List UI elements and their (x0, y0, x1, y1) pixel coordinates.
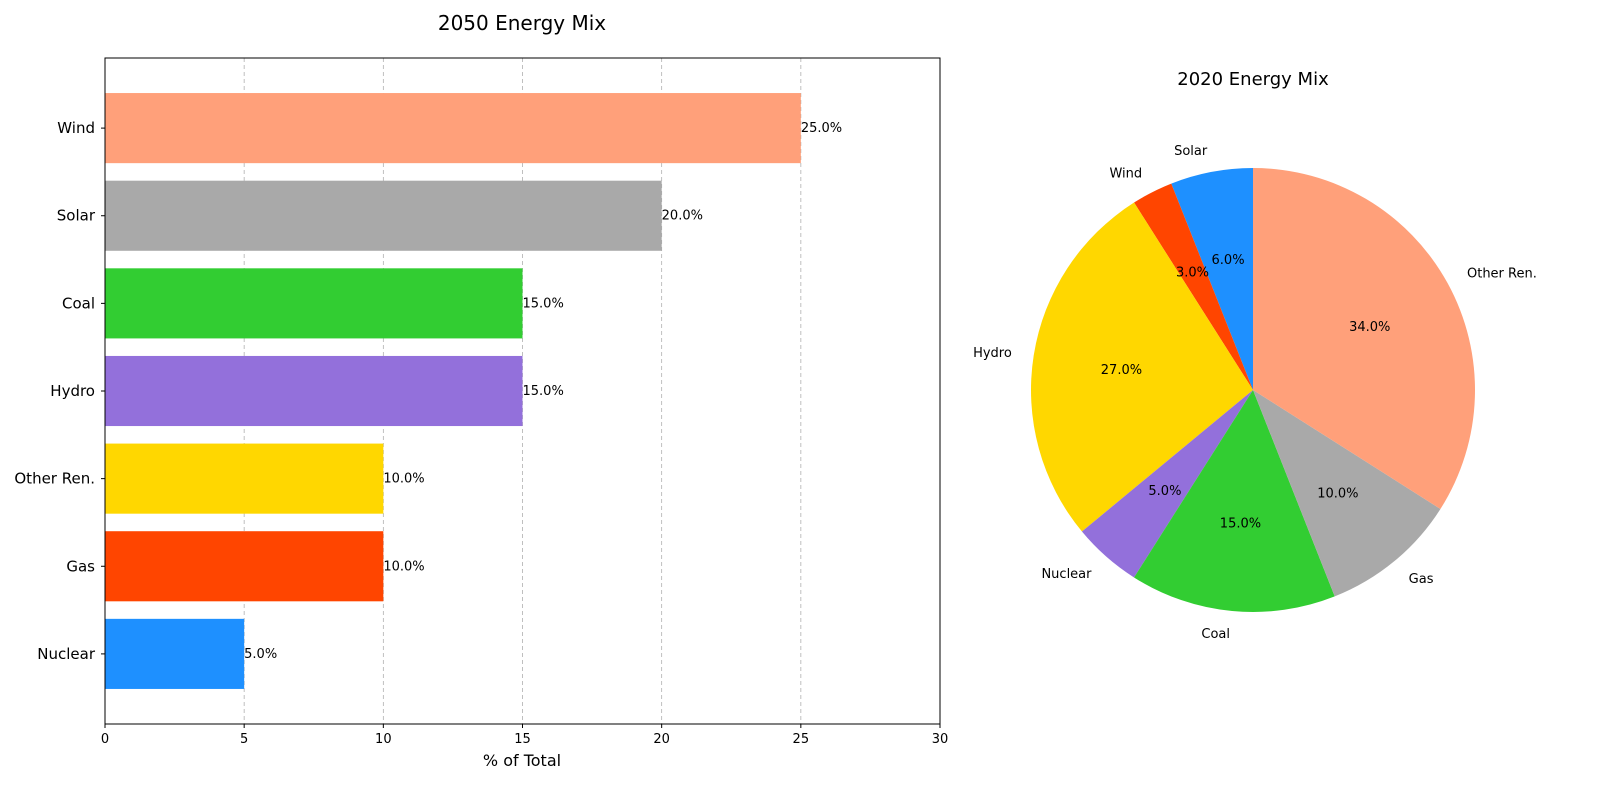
pie-slice-wind (1134, 183, 1253, 390)
bar-hydro (105, 355, 523, 427)
bar-x-tick-label: 0 (101, 732, 109, 747)
bar-data-label: 20.0% (662, 209, 703, 224)
bar-x-axis-ticks: 0 5 10 15 20 25 30 (101, 724, 948, 747)
bar-data-label: 10.0% (383, 559, 424, 574)
bar-gas (105, 531, 384, 602)
pie-chart-title: 2020 Energy Mix (1177, 69, 1329, 90)
pie-slices (1031, 168, 1475, 612)
bar-x-tick-label: 15 (514, 732, 531, 747)
bar-other-ren (105, 443, 384, 514)
bar-x-tick-label: 20 (653, 732, 670, 747)
pie-percent-label: 27.0% (1101, 363, 1142, 378)
bar-series (105, 93, 801, 689)
pie-chart-2020: 2020 Energy Mix Solar Wind Hydro Nuclear Coa… (973, 69, 1537, 642)
bar-data-label: 15.0% (523, 296, 564, 311)
bar-x-tick-label: 5 (240, 732, 248, 747)
bar-data-label: 15.0% (523, 384, 564, 399)
bar-solar (105, 180, 662, 251)
bar-category-label: Wind (57, 119, 95, 137)
bar-data-label: 10.0% (383, 472, 424, 487)
pie-slice-label: Wind (1109, 166, 1142, 181)
pie-percent-label: 15.0% (1220, 517, 1261, 532)
pie-slice-label: Nuclear (1041, 567, 1092, 582)
bar-nuclear (105, 618, 245, 689)
bar-category-label: Gas (66, 557, 95, 575)
bar-category-label: Nuclear (37, 645, 96, 663)
pie-slice-label: Solar (1174, 144, 1208, 159)
pie-slice-gas (1253, 390, 1441, 597)
pie-percent-label: 5.0% (1148, 484, 1181, 499)
pie-slice-hydro (1031, 202, 1253, 532)
bar-chart-2050: 2050 Energy Mix 0 5 10 15 20 25 30 Nuclear Gas O… (14, 11, 948, 770)
bar-data-labels: 5.0% 10.0% 10.0% 15.0% 15.0% 20.0% 25.0% (244, 121, 842, 662)
pie-percent-labels: 6.0%3.0% 27.0% 5.0% 15.0% 10.0% 34.0% (1101, 253, 1391, 531)
pie-slice-nuclear (1081, 390, 1253, 578)
bar-category-label: Hydro (50, 382, 95, 400)
pie-percent-label: 34.0% (1349, 320, 1390, 335)
bar-data-label: 25.0% (801, 121, 842, 136)
pie-slice-solar (1171, 168, 1253, 390)
bar-x-axis-label: % of Total (483, 751, 561, 770)
pie-slice-label: Other Ren. (1467, 266, 1537, 281)
pie-slice-label: Gas (1409, 572, 1434, 587)
bar-coal (105, 268, 523, 339)
pie-slice-label: Hydro (973, 346, 1012, 361)
bar-data-label: 5.0% (244, 647, 277, 662)
pie-percent-label: 3.0% (1176, 265, 1209, 280)
pie-slice-other-ren (1253, 168, 1475, 509)
bar-x-tick-label: 30 (932, 732, 949, 747)
pie-percent-label: 6.0% (1212, 253, 1245, 268)
bar-y-axis-categories: Nuclear Gas Other Ren. Hydro Coal Solar Wind (14, 119, 105, 663)
pie-slice-label: Coal (1201, 627, 1230, 642)
pie-percent-label: 10.0% (1317, 487, 1358, 502)
bar-category-label: Other Ren. (14, 470, 95, 488)
pie-slice-coal (1134, 390, 1335, 612)
bar-chart-title: 2050 Energy Mix (438, 11, 606, 35)
bar-category-label: Coal (62, 294, 95, 312)
pie-labels: Solar Wind Hydro Nuclear Coal Gas Other Ren. (973, 144, 1537, 642)
bar-x-tick-label: 10 (375, 732, 392, 747)
bar-category-label: Solar (57, 207, 96, 225)
bar-wind (105, 93, 801, 164)
bar-x-tick-label: 25 (793, 732, 810, 747)
